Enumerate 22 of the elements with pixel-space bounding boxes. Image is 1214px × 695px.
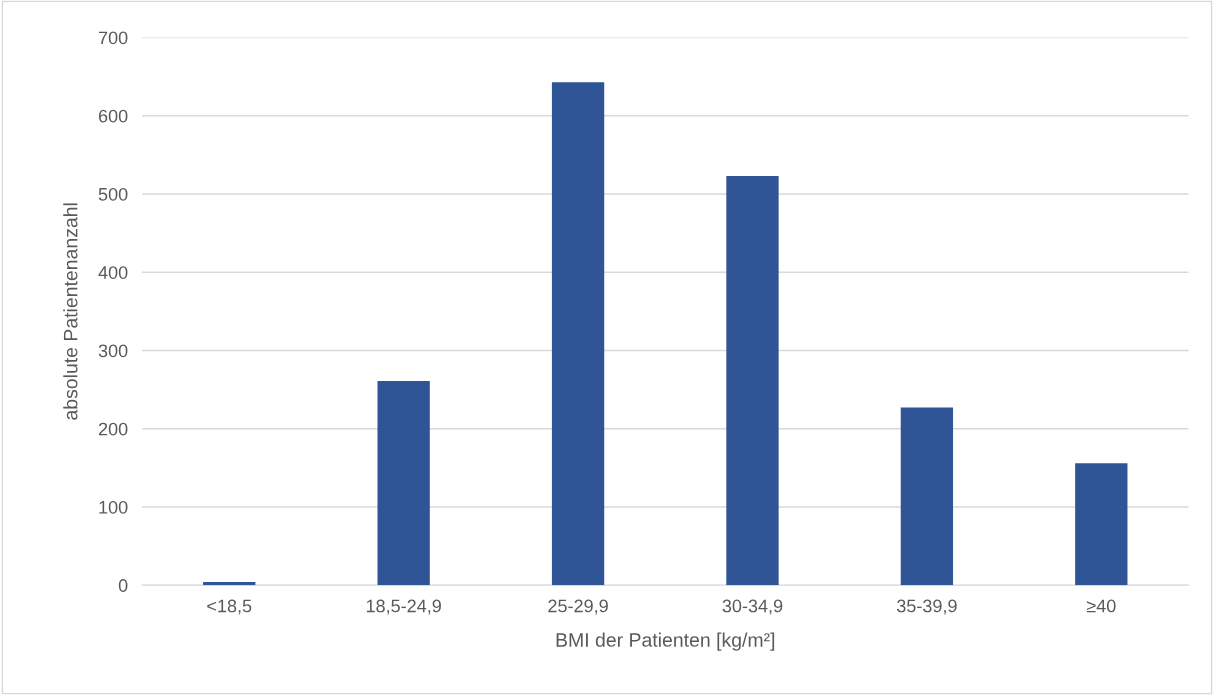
- bar: [551, 82, 605, 586]
- y-tick-label: 100: [99, 500, 128, 514]
- x-tick-label: 25-29,9: [548, 599, 608, 615]
- y-tick-label: 200: [98, 422, 128, 436]
- y-tick-label: 300: [98, 344, 128, 358]
- x-tick-label: ≥40: [1086, 599, 1116, 613]
- bar: [377, 380, 430, 586]
- x-tick-label: 18,5-24,9: [366, 599, 441, 615]
- y-axis-title: absolute Patientenanzahl: [63, 203, 78, 420]
- bar: [1075, 463, 1128, 586]
- y-tick-label: 0: [118, 579, 128, 592]
- bar: [726, 176, 779, 586]
- y-tick-label: 700: [98, 31, 128, 45]
- x-axis-title: BMI der Patienten [kg/m²]: [556, 632, 775, 651]
- x-tick-label: 30-34,9: [722, 599, 783, 615]
- x-tick-label: 35-39,9: [896, 599, 957, 615]
- y-tick-label: 400: [98, 266, 128, 279]
- y-tick-label: 500: [98, 187, 128, 201]
- y-tick-label: 600: [98, 109, 128, 123]
- bar: [203, 582, 256, 586]
- x-tick-label: <18,5: [207, 599, 252, 615]
- bar: [900, 407, 954, 586]
